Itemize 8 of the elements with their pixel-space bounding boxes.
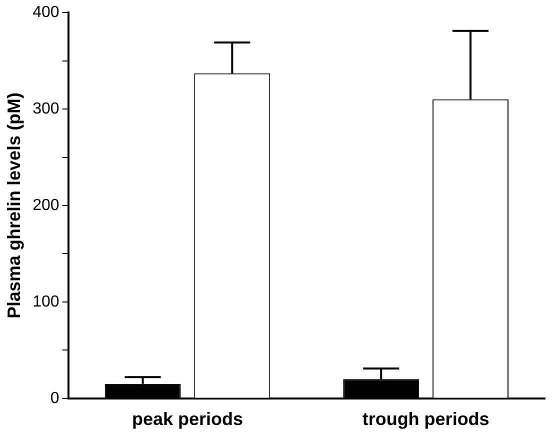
y-tick-label: 200 xyxy=(32,196,60,214)
x-tick-label: peak periods xyxy=(132,409,243,430)
y-tick-label: 400 xyxy=(32,4,60,22)
y-tick-label: 100 xyxy=(32,293,60,310)
y-tick-label: 0 xyxy=(50,390,60,407)
x-tick-label: trough periods xyxy=(362,409,490,430)
y-axis-title: Plasma ghrelin levels (pM) xyxy=(4,92,24,319)
y-tick-label: 300 xyxy=(32,100,60,118)
